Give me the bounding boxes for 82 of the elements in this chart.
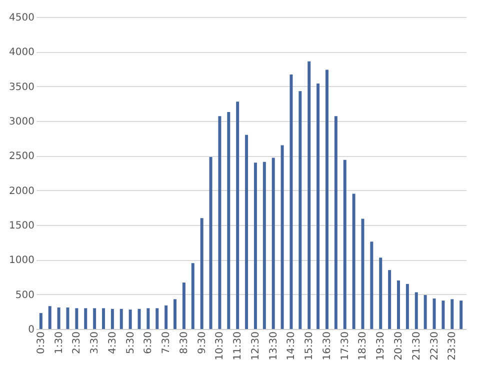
bar (316, 84, 320, 329)
bar (191, 263, 194, 329)
bar (432, 298, 436, 329)
bar (343, 160, 346, 329)
bar (442, 300, 445, 329)
x-tick-label: 15:30 (304, 332, 316, 360)
y-tick-label: 4000 (9, 47, 34, 58)
bar (236, 102, 240, 329)
bar (48, 306, 52, 329)
y-tick-label: 1000 (9, 255, 34, 266)
bar (325, 70, 328, 329)
bar (272, 158, 275, 329)
bar (227, 112, 230, 329)
bar (298, 91, 302, 329)
x-tick-label: 10:30 (214, 332, 226, 360)
y-tick-label: 3500 (9, 82, 34, 93)
bar (334, 116, 338, 329)
x-tick-label: 7:30 (161, 332, 172, 354)
bar (200, 218, 204, 329)
bar (93, 308, 96, 329)
x-tick-label: 11:30 (232, 332, 244, 360)
x-tick-label: 4:30 (107, 332, 118, 354)
bar (209, 157, 212, 329)
bar (424, 295, 427, 329)
x-tick-label: 5:30 (125, 332, 136, 354)
x-tick-label: 18:30 (358, 332, 369, 360)
bar (156, 308, 159, 329)
bar (414, 292, 418, 329)
x-tick-label: 16:30 (322, 332, 333, 360)
x-tick-label: 2:30 (72, 332, 83, 354)
x-tick-label: 3:30 (90, 332, 101, 354)
x-tick-label: 12:30 (250, 332, 262, 360)
bar (406, 284, 409, 329)
bar (128, 310, 132, 329)
bar (182, 282, 186, 329)
y-tick-label: 500 (15, 290, 34, 301)
bar (450, 299, 454, 329)
x-tick-label: 8:30 (178, 332, 190, 354)
x-tick-label: 14:30 (286, 332, 298, 360)
x-tick-label: 22:30 (429, 332, 440, 360)
bar (308, 61, 311, 329)
bar (164, 305, 168, 329)
bar (102, 308, 105, 329)
bar (138, 308, 141, 329)
bar (146, 308, 150, 329)
y-tick-label: 0 (28, 324, 34, 336)
bar (262, 162, 266, 329)
y-tick-label: 2000 (9, 186, 34, 197)
bar (66, 308, 70, 329)
bar (352, 194, 356, 329)
bar (245, 134, 248, 329)
y-tick-label: 1500 (9, 220, 34, 232)
bar (84, 308, 88, 329)
bar (379, 258, 382, 329)
x-tick-label: 6:30 (143, 332, 154, 354)
y-tick-label: 2500 (9, 151, 34, 162)
bar (174, 299, 177, 329)
y-tick-label: 4500 (9, 12, 34, 24)
bar (397, 280, 400, 329)
x-tick-label: 17:30 (340, 332, 351, 360)
bar (388, 270, 392, 329)
bar (290, 74, 293, 329)
x-tick-label: 1:30 (54, 332, 65, 354)
bar (110, 308, 114, 329)
bar (280, 145, 284, 329)
x-tick-label: 0:30 (36, 332, 47, 354)
x-tick-label: 21:30 (411, 332, 422, 360)
bar (370, 242, 374, 329)
bar (218, 116, 222, 329)
bar (39, 313, 42, 329)
bar (460, 300, 463, 329)
x-tick-label: 9:30 (196, 332, 208, 354)
bar (75, 308, 78, 329)
bar (254, 162, 257, 329)
x-tick-label: 13:30 (268, 332, 280, 360)
bar (57, 308, 60, 329)
bar (361, 218, 364, 329)
y-tick-label: 3000 (9, 116, 34, 128)
bar (120, 308, 123, 329)
x-tick-label: 19:30 (376, 332, 387, 360)
x-tick-label: 23:30 (447, 332, 458, 360)
x-tick-label: 20:30 (394, 332, 405, 360)
